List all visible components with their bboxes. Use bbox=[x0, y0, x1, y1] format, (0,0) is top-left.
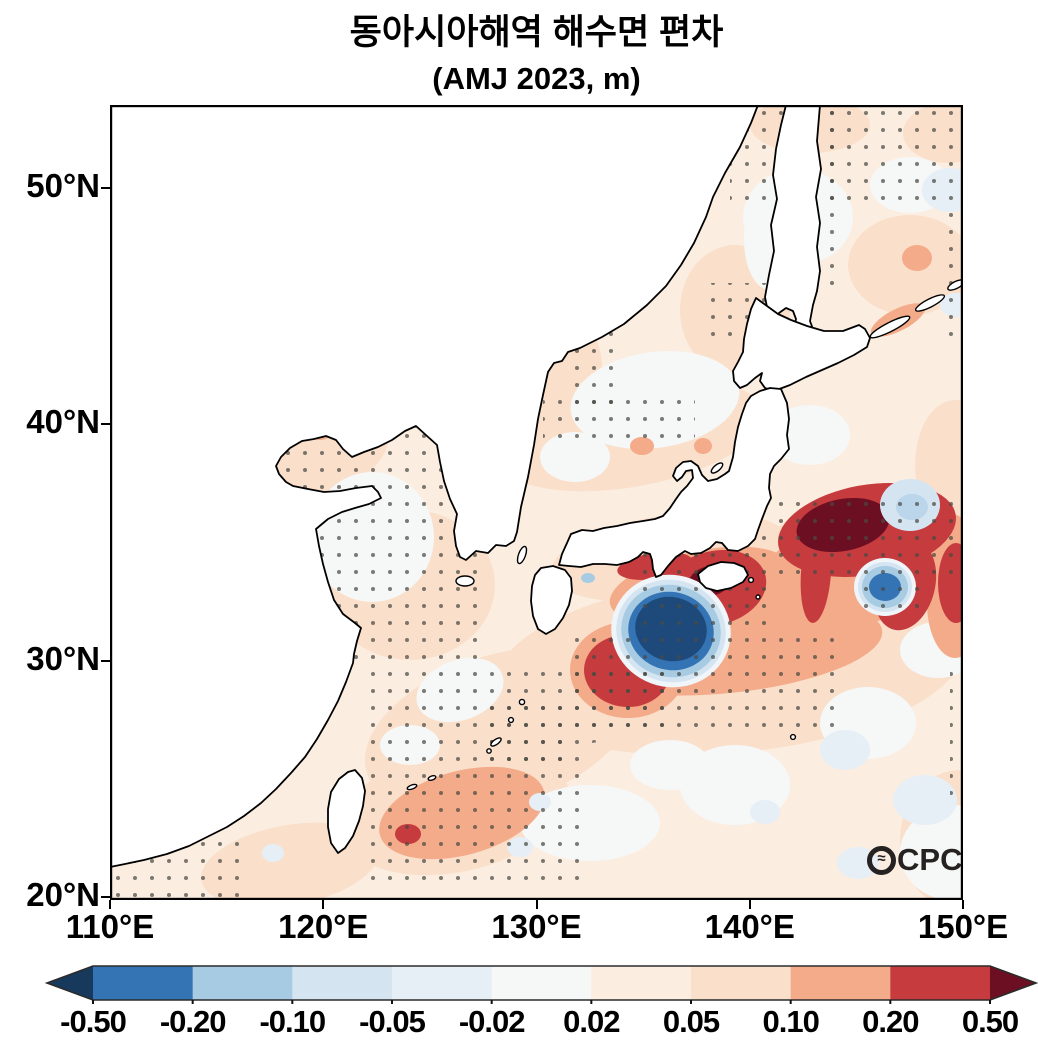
ryukyu-islands bbox=[406, 698, 526, 791]
tsushima-island bbox=[516, 545, 528, 565]
x-axis-tick-label: 140°E bbox=[704, 908, 795, 945]
x-axis-tick bbox=[109, 900, 111, 909]
map-area bbox=[110, 105, 963, 900]
colorbar-cell bbox=[691, 966, 792, 1000]
chart-subtitle: (AMJ 2023, m) bbox=[432, 61, 641, 96]
x-axis-tick bbox=[535, 900, 538, 909]
y-axis-tick-label: 40°N bbox=[26, 403, 100, 441]
honshu-coastline bbox=[558, 387, 790, 578]
y-axis-tick bbox=[101, 895, 110, 898]
chart-title: 동아시아해역 해수면 편차 bbox=[349, 13, 724, 52]
colorbar-tick-label: 0.20 bbox=[862, 1004, 919, 1039]
hokkaido-coastline bbox=[732, 297, 871, 392]
izu-islands bbox=[747, 576, 797, 741]
taiwan-coastline bbox=[327, 769, 366, 854]
colorbar-cell bbox=[790, 966, 891, 1000]
y-axis-tick-label: 20°N bbox=[26, 875, 100, 913]
x-axis-tick-label: 120°E bbox=[278, 908, 369, 945]
x-axis-tick-label: 150°E bbox=[917, 908, 1009, 945]
colorbar-cell bbox=[890, 966, 991, 1000]
y-axis-tick-label: 50°N bbox=[26, 166, 100, 204]
colorbar-tick-label: 0.50 bbox=[961, 1004, 1019, 1039]
chart-title-block: 동아시아해역 해수면 편차 (AMJ 2023, m) bbox=[110, 4, 963, 97]
colorbar-tick-label: -0.02 bbox=[458, 1004, 526, 1039]
x-axis-tick bbox=[322, 900, 325, 909]
shikoku-coastline bbox=[697, 561, 749, 592]
logo-text: CPC bbox=[897, 842, 963, 877]
y-axis-tick bbox=[101, 186, 110, 189]
x-axis-tick bbox=[748, 900, 751, 909]
x-axis-tick-label: 130°E bbox=[491, 908, 582, 945]
colorbar-tick-label: 0.10 bbox=[762, 1004, 819, 1039]
map-frame bbox=[110, 105, 963, 900]
colorbar-cell bbox=[491, 966, 592, 1000]
y-axis-tick bbox=[101, 423, 110, 426]
ocpc-logo: ≈ CPC bbox=[867, 842, 963, 877]
y-axis-tick bbox=[101, 659, 110, 662]
landmasses bbox=[110, 105, 963, 868]
wave-circle-icon: ≈ bbox=[867, 845, 896, 875]
map-canvas bbox=[110, 105, 963, 900]
kuril-islands bbox=[869, 279, 963, 339]
colorbar-cell bbox=[93, 966, 194, 1000]
x-axis-tick bbox=[962, 900, 964, 909]
colorbar-tick-label: -0.05 bbox=[359, 1004, 426, 1039]
colorbar-cell bbox=[192, 966, 293, 1000]
colorbar-cell bbox=[591, 966, 692, 1000]
colorbar-tick-label: -0.50 bbox=[60, 1004, 127, 1039]
colorbar-over-arrow bbox=[990, 966, 1036, 1000]
x-axis-tick-label: 110°E bbox=[65, 908, 155, 945]
colorbar-cell bbox=[292, 966, 393, 1000]
sado-island bbox=[710, 462, 724, 474]
colorbar-tick-label: 0.05 bbox=[662, 1004, 720, 1039]
colorbar-canvas bbox=[44, 965, 1038, 1004]
colorbar: -0.50 -0.20 -0.10 -0.05 -0.02 0.02 0.05 0.10 0.2… bbox=[0, 958, 1038, 1050]
sakhalin-coastline bbox=[764, 105, 822, 344]
colorbar-under-arrow bbox=[47, 966, 93, 1000]
colorbar-cell bbox=[392, 966, 493, 1000]
y-axis-tick-label: 30°N bbox=[26, 639, 100, 677]
colorbar-tick-label: 0.02 bbox=[563, 1004, 620, 1039]
kyushu-coastline bbox=[530, 565, 573, 635]
colorbar-tick-label: -0.10 bbox=[259, 1004, 326, 1039]
colorbar-tick-label: -0.20 bbox=[159, 1004, 227, 1039]
jeju-island bbox=[455, 575, 475, 587]
asian-continent-coastline bbox=[110, 105, 759, 868]
